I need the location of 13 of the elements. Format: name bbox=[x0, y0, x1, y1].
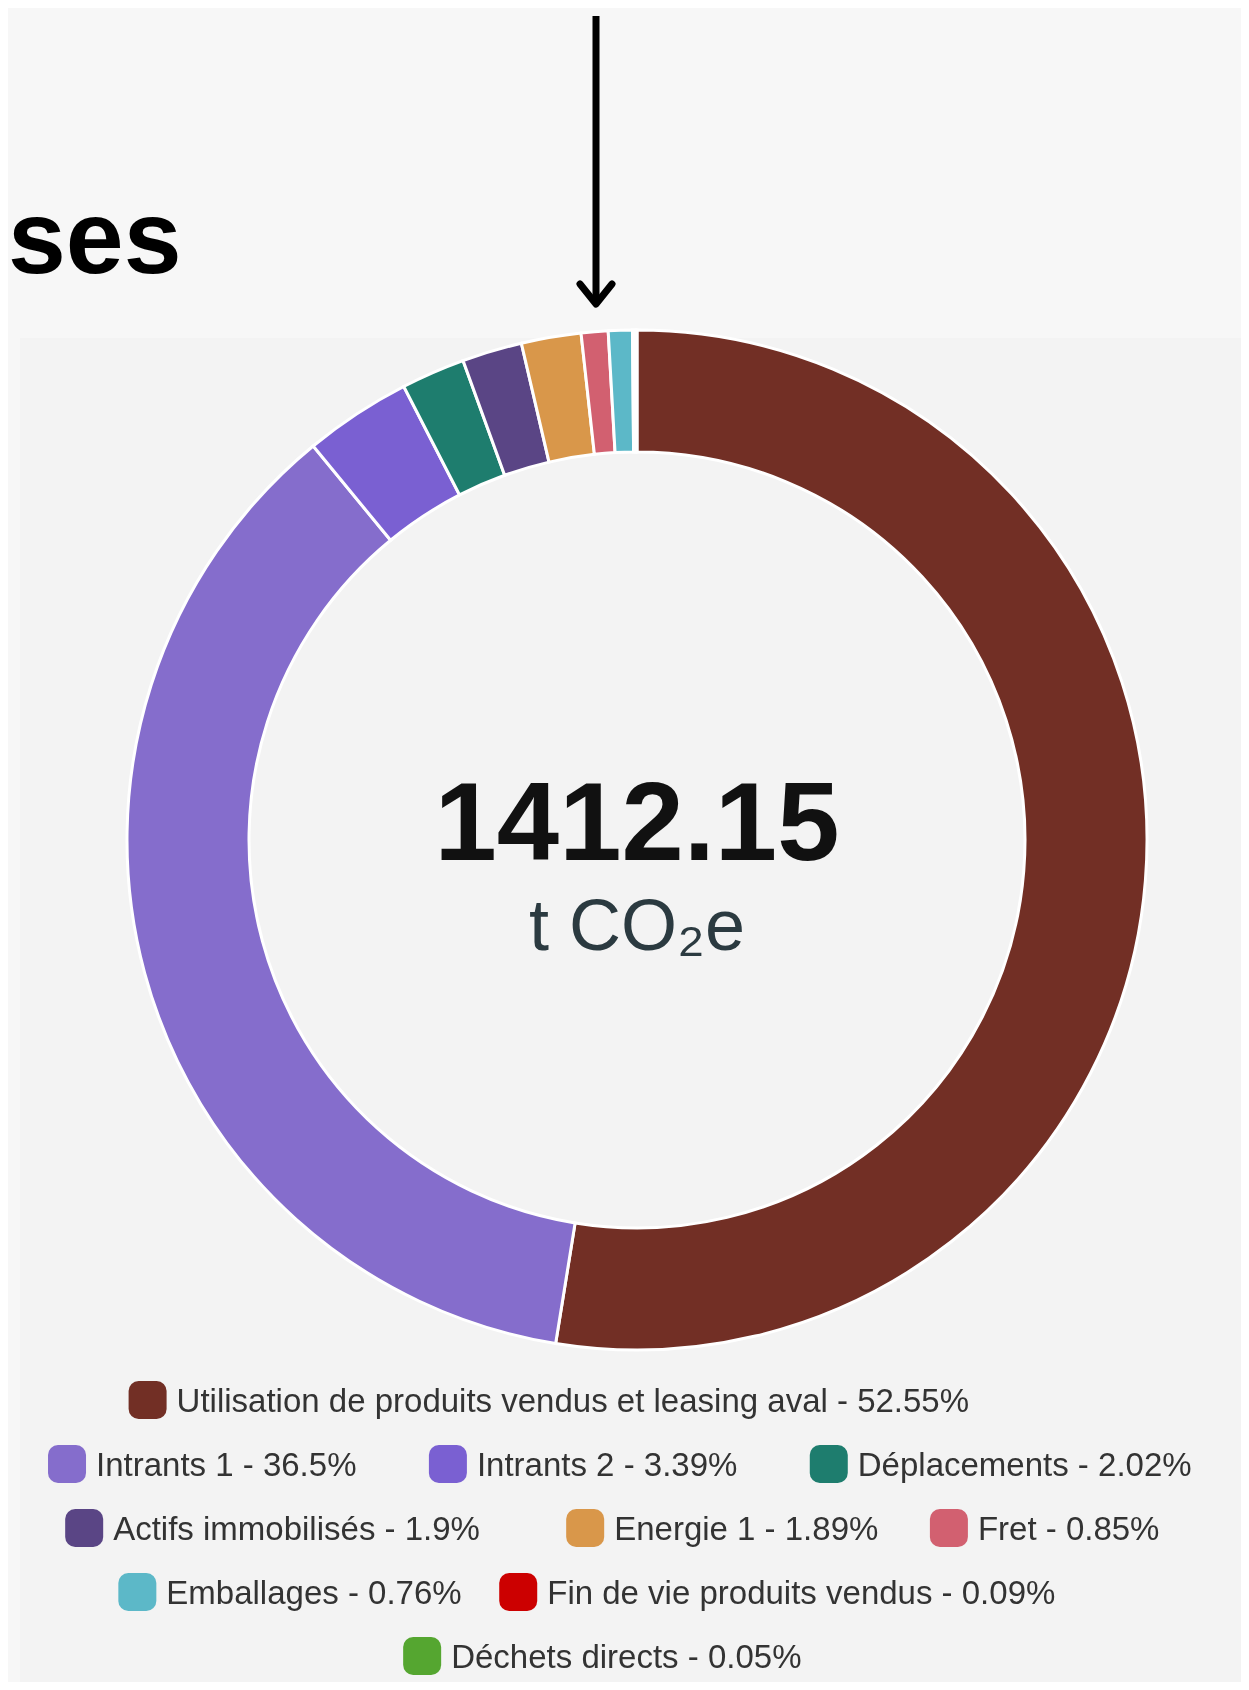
legend-label: Utilisation de produits vendus et leasing aval - 52.55% bbox=[176, 1382, 970, 1419]
legend-label: Intrants 2 - 3.39% bbox=[476, 1446, 738, 1483]
legend-label: Intrants 1 - 36.5% bbox=[96, 1446, 357, 1483]
chart-title: ses bbox=[8, 179, 182, 295]
legend-label: Fin de vie produits vendus - 0.09% bbox=[547, 1574, 1056, 1611]
legend-label: Déplacements - 2.02% bbox=[857, 1446, 1192, 1483]
legend-label: Actifs immobilisés - 1.9% bbox=[113, 1510, 480, 1547]
legend-label: Fret - 0.85% bbox=[977, 1510, 1160, 1547]
text: t CO₂e bbox=[529, 885, 745, 965]
legend-label: Energie 1 - 1.89% bbox=[614, 1510, 879, 1547]
legend-label: Emballages - 0.76% bbox=[166, 1574, 462, 1611]
text: 1412.15 bbox=[434, 759, 840, 884]
legend-label: Déchets directs - 0.05% bbox=[451, 1638, 802, 1675]
